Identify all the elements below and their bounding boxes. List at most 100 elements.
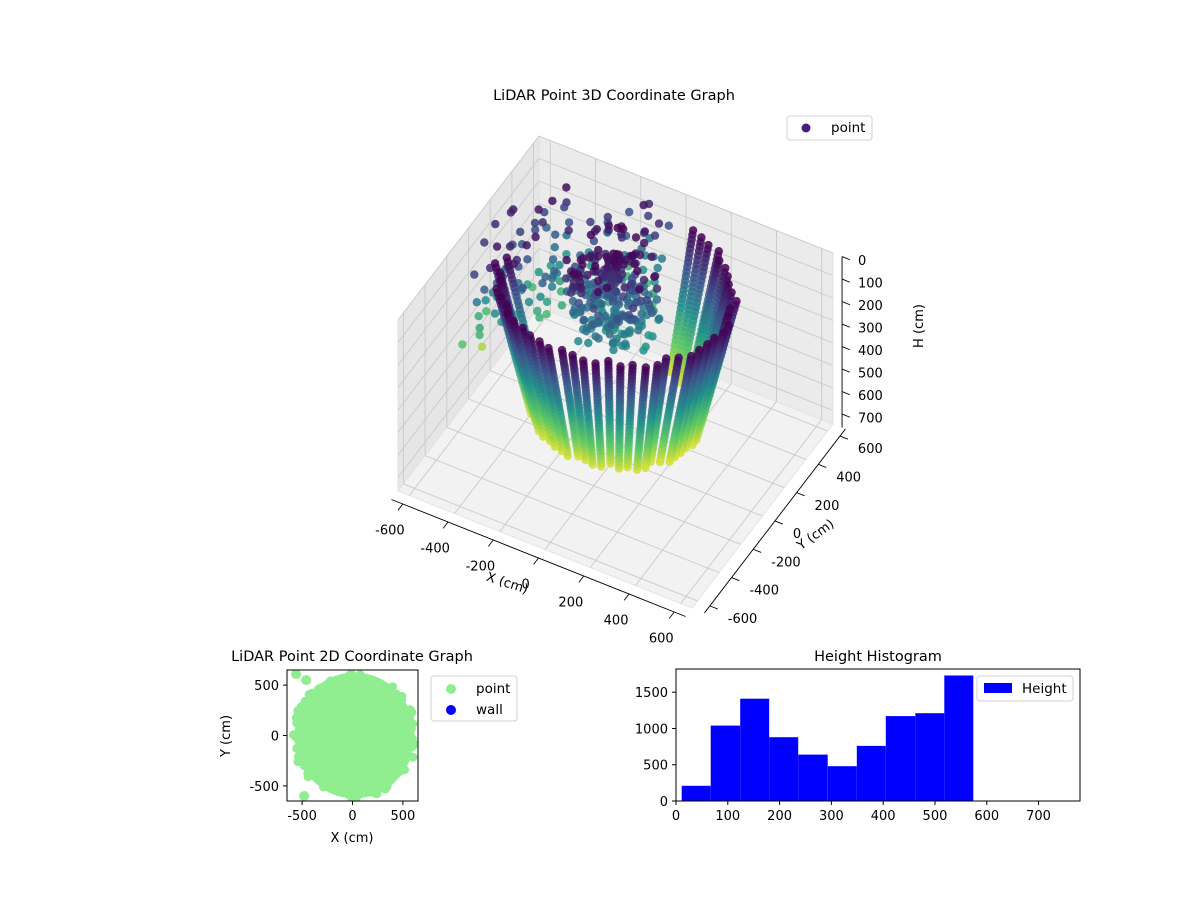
point-3d (631, 233, 641, 242)
point-3d (542, 297, 552, 307)
tick-label-3d-x: 200 (558, 595, 583, 610)
tick-label-hist-x: 400 (871, 809, 896, 824)
tick-3d-z (841, 368, 851, 373)
point-3d (544, 343, 553, 353)
legend-swatch-height (984, 683, 1012, 693)
point-2d (292, 718, 302, 728)
chart-3d-title: LiDAR Point 3D Coordinate Graph (493, 88, 735, 104)
point-2d (292, 744, 302, 753)
point-3d (496, 292, 506, 302)
point-3d (470, 270, 479, 279)
tick-label-3d-x: -600 (375, 523, 405, 538)
tick-3d-y (839, 435, 849, 440)
point-3d (535, 337, 544, 346)
point-2d (299, 703, 309, 712)
point-2d (314, 684, 323, 694)
point-3d (609, 249, 618, 258)
point-2d (299, 761, 309, 771)
hist-bar (885, 716, 916, 801)
point-3d (639, 275, 649, 285)
chart-2d-xlabel: X (cm) (331, 831, 374, 846)
point-3d (579, 356, 588, 365)
point-3d (522, 241, 531, 250)
point-3d (574, 298, 583, 308)
point-3d (582, 327, 591, 336)
point-3d (524, 297, 534, 307)
chart-2d-ticks: -500 0 500 -500 0 500 (249, 679, 415, 824)
hist-bar (710, 725, 741, 801)
point-3d (505, 242, 515, 251)
hist-bar (827, 766, 857, 801)
point-2d (355, 670, 365, 679)
point-3d (475, 323, 484, 333)
point-3d (586, 217, 595, 227)
tick-label-hist-y: 1000 (635, 722, 668, 737)
point-3d (653, 263, 662, 273)
point-3d (530, 218, 540, 228)
point-3d (650, 231, 660, 240)
point-3d (561, 274, 571, 283)
point-3d (541, 272, 550, 281)
point-3d (633, 266, 642, 276)
tick-3d-y (709, 605, 718, 610)
point-2d (301, 675, 312, 686)
point-3d (492, 242, 502, 251)
point-3d (604, 256, 613, 265)
point-3d (604, 356, 613, 366)
point-3d (490, 309, 500, 318)
point-2d (365, 786, 375, 796)
point-3d (474, 312, 483, 321)
tick-3d-z (841, 413, 851, 418)
point-3d (550, 243, 559, 252)
legend-marker-point-2d (446, 684, 456, 694)
point-3d (496, 276, 505, 285)
point-3d (518, 283, 527, 293)
point-2d (291, 670, 302, 680)
chart-hist: Height Histogram 0 100 200 300 400 500 600 7000… (635, 649, 1081, 824)
point-3d (628, 286, 637, 295)
point-3d (655, 457, 665, 467)
tick-label-3d-y: -400 (749, 584, 779, 599)
point-3d (640, 238, 649, 248)
point-3d (655, 314, 664, 323)
tick-label-hist-x: 700 (1026, 809, 1051, 824)
point-3d (482, 307, 491, 316)
point-3d (634, 326, 643, 335)
point-3d (551, 230, 560, 239)
chart-hist-frame (675, 668, 1081, 802)
chart-3d-zlabel: H (cm) (912, 304, 927, 348)
tick-label-3d-y: 600 (858, 442, 883, 457)
point-3d (592, 225, 601, 234)
legend-marker-wall (446, 705, 456, 715)
tick-label-3d-z: 500 (858, 366, 883, 381)
point-3d (640, 227, 649, 236)
tick-label-3d-z: 200 (858, 299, 883, 314)
tick-label-2d-y: -500 (249, 780, 279, 795)
point-3d (495, 268, 505, 277)
point-3d (639, 346, 648, 355)
tick-3d-x (442, 521, 449, 529)
hist-bar (856, 745, 886, 801)
tick-label-hist-x: 200 (767, 809, 792, 824)
point-3d (579, 315, 589, 325)
chart-2d-ylabel: Y (cm) (219, 715, 234, 758)
point-3d (608, 297, 618, 306)
point-3d (472, 298, 481, 307)
point-3d (586, 230, 596, 240)
hist-bar (769, 737, 799, 801)
tick-label-2d-x: 0 (348, 809, 356, 824)
tick-3d-z (841, 346, 851, 351)
point-3d (560, 203, 569, 212)
tick-label-3d-x: 600 (649, 631, 674, 646)
chart-3d-legend: point (786, 115, 873, 141)
point-3d (603, 263, 612, 272)
tick-label-3d-y: 400 (836, 470, 861, 485)
point-3d (578, 260, 587, 269)
point-3d (548, 274, 557, 283)
point-3d (630, 259, 639, 269)
point-2d (325, 677, 335, 687)
chart-3d: LiDAR Point 3D Coordinate Graph -600 -400… (375, 88, 927, 646)
legend-label-point-3d: point (831, 120, 865, 136)
point-3d (628, 303, 638, 313)
point-3d (506, 208, 516, 217)
